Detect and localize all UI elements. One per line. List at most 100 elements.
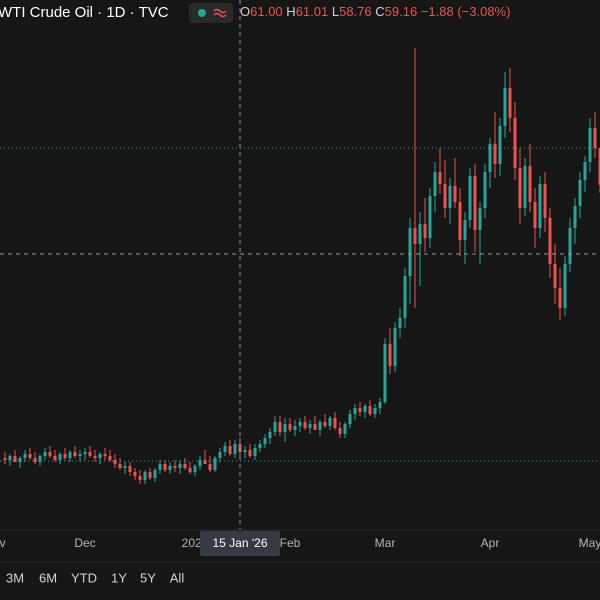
candle-body [558, 288, 562, 308]
candle-body [138, 476, 142, 480]
high-label: H [286, 4, 295, 19]
low-label: L [332, 4, 339, 19]
candle-body [378, 402, 382, 408]
candle-body [243, 450, 247, 452]
candle-body [178, 464, 182, 468]
candle-body [328, 418, 332, 426]
candle-body [308, 424, 312, 428]
market-status-dot [198, 9, 206, 17]
ohlc-legend: O61.00 H61.01 L58.76 C59.16 −1.88 (−3.08… [240, 4, 510, 19]
candle-body [578, 180, 582, 206]
candle-body [3, 458, 7, 460]
candle-body [468, 176, 472, 220]
range-button[interactable]: 5Y [140, 570, 156, 585]
candle-body [88, 452, 92, 456]
candle-body [533, 202, 537, 228]
range-button[interactable]: 6M [39, 570, 57, 585]
candle-body [183, 464, 187, 468]
candle-body [248, 450, 252, 456]
candle-body [288, 424, 292, 430]
range-button[interactable]: YTD [71, 570, 97, 585]
candle-body [193, 466, 197, 472]
candle-body [428, 196, 432, 238]
candle-body [263, 438, 267, 444]
candle-body [478, 208, 482, 230]
range-button[interactable]: 3M [6, 570, 24, 585]
candle-body [448, 186, 452, 208]
candle-body [108, 456, 112, 460]
candle-body [78, 454, 82, 456]
candle-body [598, 148, 600, 185]
candle-body [368, 406, 372, 414]
high-value: 61.01 [296, 4, 329, 19]
open-label: O [240, 4, 250, 19]
candle-body [528, 166, 532, 202]
close-label: C [375, 4, 384, 19]
candle-body [423, 224, 427, 238]
candle-body [553, 264, 557, 288]
candle-body [113, 460, 117, 464]
range-toolbar: 3M 6M YTD 1Y 5Y All [6, 570, 184, 585]
change-value: −1.88 (−3.08%) [421, 4, 511, 19]
crosshair-label-box [200, 531, 280, 556]
candle-body [143, 472, 147, 480]
candle-body [223, 446, 227, 452]
candle-body [283, 424, 287, 432]
candle-body [208, 464, 212, 470]
candle-body [543, 184, 547, 218]
candle-body [438, 172, 442, 184]
candle-body [38, 456, 42, 462]
candle-body [73, 452, 77, 456]
candle-body [103, 454, 107, 456]
candle-body [453, 186, 457, 202]
candle-body [278, 422, 282, 432]
candle-body [298, 422, 302, 426]
candle-body [483, 172, 487, 208]
candle-body [48, 452, 52, 456]
candle-body [463, 220, 467, 240]
candle-body [523, 166, 527, 208]
candle-body [33, 458, 37, 462]
open-value: 61.00 [250, 4, 283, 19]
candle-body [173, 466, 177, 468]
candle-body [203, 460, 207, 464]
candle-body [538, 184, 542, 228]
candle-body [563, 264, 567, 308]
candle-body [148, 472, 152, 478]
candle-body [383, 344, 387, 402]
candle-body [28, 454, 32, 458]
candle-body [168, 466, 172, 470]
candle-body [68, 452, 72, 458]
candle-body [568, 228, 572, 264]
candle-body [128, 466, 132, 472]
candle-body [323, 422, 327, 426]
candle-body [508, 88, 512, 118]
candle-body [513, 118, 517, 168]
candle-body [93, 456, 97, 458]
candle-body [398, 318, 402, 328]
candle-body [13, 456, 17, 462]
plot-area [3, 48, 600, 484]
candle-body [163, 464, 167, 470]
candle-body [233, 444, 237, 454]
range-button[interactable]: All [170, 570, 185, 585]
candle-body [343, 424, 347, 434]
candle-body [188, 468, 192, 472]
candle-body [488, 144, 492, 172]
candle-body [253, 448, 257, 456]
candle-body [518, 168, 522, 208]
delayed-icon [213, 8, 227, 18]
candle-body [258, 444, 262, 448]
candle-body [213, 458, 217, 470]
candle-body [58, 454, 62, 460]
status-badge[interactable] [189, 3, 233, 23]
candle-body [53, 456, 57, 460]
range-button[interactable]: 1Y [111, 570, 127, 585]
candle-body [218, 452, 222, 458]
candle-body [588, 128, 592, 162]
x-tick-label: Dec [74, 536, 95, 550]
candle-body [313, 424, 317, 430]
candle-body [458, 202, 462, 240]
low-value: 58.76 [339, 4, 372, 19]
x-tick-label: Feb [280, 536, 301, 550]
